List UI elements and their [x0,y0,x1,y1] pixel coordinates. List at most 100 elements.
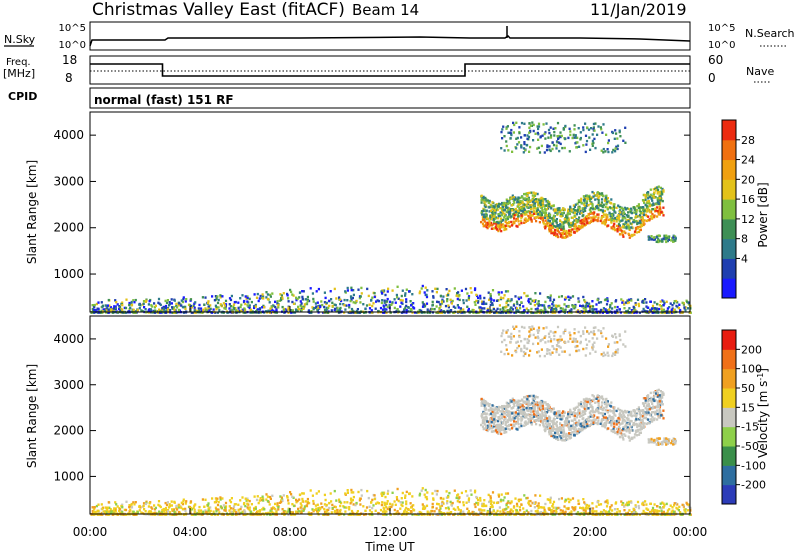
scatter-cell [661,199,664,203]
scatter-cell [616,305,619,309]
scatter-cell [674,239,677,242]
scatter-cell [438,509,441,512]
scatter-cell [370,309,373,312]
scatter-cell [510,203,514,207]
scatter-cell [163,308,166,311]
scatter-cell [587,128,591,131]
scatter-cell [493,206,496,209]
scatter-cell [622,139,625,142]
scatter-cell [581,226,584,229]
scatter-cell [520,145,523,148]
scatter-cell [272,304,275,307]
scatter-cell [364,307,367,311]
scatter-cell [404,294,407,297]
scatter-cell [276,302,279,305]
scatter-cell [506,202,510,206]
noise-tick-low-right: 10^0 [708,40,735,51]
scatter-cell [391,491,394,494]
scatter-cell [541,134,544,137]
scatter-cell [249,308,252,312]
scatter-cell [350,307,354,311]
scatter-cell [591,311,594,314]
scatter-cell [563,229,566,232]
scatter-cell [488,221,491,225]
scatter-cell [582,498,585,501]
scatter-cell [339,298,342,301]
scatter-cell [530,210,533,214]
scatter-cell [299,308,302,311]
scatter-cell [549,226,552,229]
scatter-cell [356,308,359,311]
scatter-cell [558,497,561,501]
scatter-cell [420,309,423,312]
scatter-cell [509,502,512,505]
scatter-cell [421,487,424,490]
scatter-cell [492,205,495,208]
scatter-cell [656,201,659,204]
scatter-cell [527,500,530,503]
scatter-cell [658,196,661,200]
scatter-cell [340,299,343,303]
scatter-cell [496,509,499,513]
scatter-cell [623,230,626,233]
scatter-cell [507,201,510,204]
scatter-cell [567,212,570,215]
scatter-cell [591,507,595,510]
scatter-cell [388,505,391,509]
scatter-cell [624,220,627,224]
scatter-cell [604,298,607,301]
scatter-cell [431,492,434,495]
scatter-cell [560,134,563,138]
scatter-cell [591,204,594,207]
scatter-cell [560,221,564,224]
scatter-cell [448,511,451,514]
scatter-cell [538,513,541,516]
scatter-cell [409,502,412,505]
scatter-cell [559,509,562,512]
scatter-cell [594,198,597,201]
scatter-cell [637,506,641,510]
scatter-cell [666,235,669,238]
scatter-cell [647,215,650,218]
scatter-cell [530,513,533,516]
scatter-cell [483,204,486,207]
scatter-cell [523,308,526,312]
scatter-cell [571,224,574,227]
scatter-cell [128,510,131,513]
scatter-cell [646,206,649,209]
scatter-cell [492,299,496,302]
scatter-cell [203,303,206,306]
scatter-cell [333,287,336,291]
scatter-cell [556,212,559,215]
scatter-cell [607,224,610,227]
scatter-cell [499,510,502,513]
scatter-cell [518,209,521,212]
scatter-cell [597,208,600,212]
scatter-cell [388,300,392,303]
scatter-cell [569,229,572,232]
scatter-cell [248,506,251,509]
scatter-cell [524,197,527,200]
scatter-cell [486,223,489,227]
scatter-cell [560,226,563,229]
scatter-cell [588,302,591,305]
scatter-cell [484,196,487,200]
scatter-cell [596,206,599,210]
scatter-cell [412,508,415,511]
scatter-cell [514,208,517,211]
scatter-cell [556,227,559,230]
scatter-cell [584,223,587,226]
scatter-cell [98,511,101,514]
scatter-cell [353,311,356,314]
scatter-cell [567,497,570,501]
scatter-cell [650,215,653,218]
scatter-cell [614,502,617,505]
scatter-cell [139,506,142,509]
scatter-cell [585,200,588,203]
scatter-cell [426,289,429,292]
scatter-cell [568,311,571,314]
scatter-cell [639,206,642,209]
scatter-cell [625,226,628,229]
scatter-cell [603,218,606,222]
scatter-cell [621,216,624,220]
